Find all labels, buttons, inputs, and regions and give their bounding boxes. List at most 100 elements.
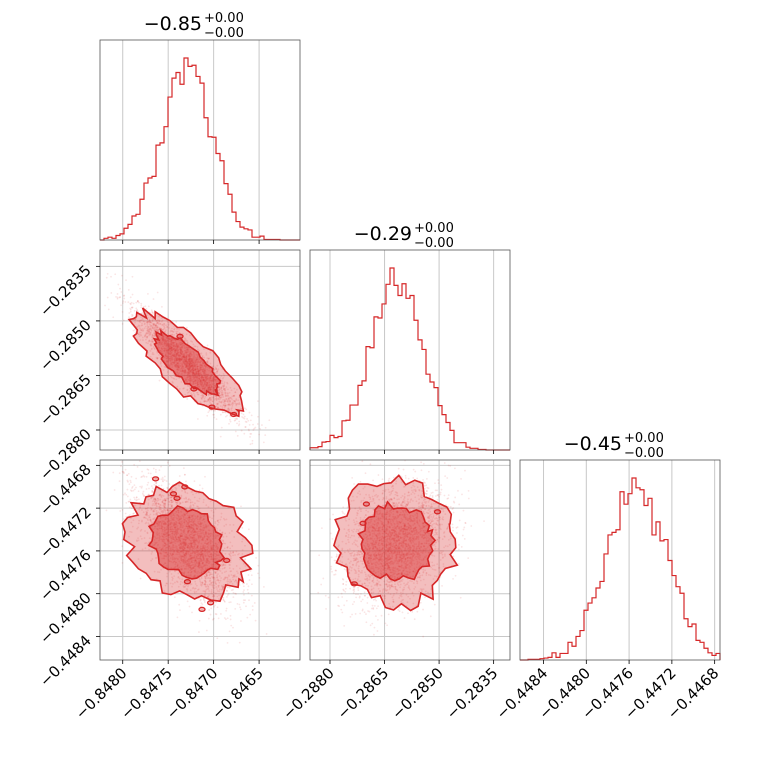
sample-point [190,379,193,381]
sample-point [191,364,194,367]
sample-point [166,572,169,575]
sample-point [190,544,193,547]
sample-point [212,396,214,399]
sample-point [149,513,152,516]
sample-point [170,499,173,502]
sample-point [158,512,161,514]
sample-point [229,400,231,403]
sample-point [190,360,193,363]
density-island [176,333,184,339]
sample-point [162,349,165,352]
sample-point [153,508,156,511]
sample-point [178,503,180,506]
sample-point [177,365,180,368]
sample-point [191,371,194,373]
sample-point [180,555,183,558]
sample-point [176,351,179,354]
sample-point [174,528,177,531]
sample-point [166,512,169,515]
sample-point [188,372,191,374]
sample-point [191,366,194,369]
sample-point [187,391,190,394]
sample-point [176,343,178,345]
sample-point [190,392,193,395]
sample-point [166,582,168,585]
sample-point [179,348,182,351]
sample-point [182,356,185,358]
sample-point [160,343,163,346]
sample-point [176,530,179,533]
sample-point [188,357,191,360]
sample-point [162,337,165,340]
sample-point [138,519,140,522]
sample-point [193,496,196,499]
sample-point [186,391,189,394]
sample-point [217,392,220,394]
sample-point [180,353,183,355]
sample-point [218,558,220,561]
sample-point [205,563,207,566]
sample-point [222,539,224,542]
sample-point [191,383,194,386]
sample-point [183,514,186,516]
sample-point [175,358,178,361]
sample-point [166,346,169,349]
sample-point [209,351,212,354]
sample-point [150,485,153,488]
sample-point [170,340,173,342]
sample-point [170,505,173,508]
sample-point [157,520,159,523]
sample-point [189,374,191,377]
sample-point [210,381,213,384]
sample-point [229,404,231,407]
sample-point [151,357,154,360]
sample-point [168,352,171,355]
sample-point [185,542,188,544]
sample-point [122,302,124,304]
sample-point [201,378,204,381]
sample-point [190,364,193,367]
sample-point [166,360,169,363]
sample-point [194,378,197,381]
sample-point [189,504,192,507]
sample-point [176,354,178,356]
sample-point [196,545,199,547]
sample-point [162,347,165,350]
sample-point [154,325,157,327]
sample-point [149,321,152,324]
sample-point [195,356,198,359]
sample-point [173,353,176,356]
sample-point [169,337,172,340]
sample-point [155,326,158,329]
sample-point [133,484,136,487]
sample-point [175,330,178,333]
sample-point [208,377,211,380]
sample-point [162,548,165,551]
sample-point [177,350,180,353]
sample-point [198,372,200,375]
sample-point [191,364,194,367]
sample-point [183,547,186,550]
sample-point [207,387,210,390]
sample-point [167,339,169,342]
sample-point [177,557,179,560]
sample-point [161,547,163,550]
sample-point [184,371,187,373]
sample-point [164,348,167,351]
sample-point [174,352,177,354]
sample-point [186,363,189,366]
sample-point [148,327,151,330]
sample-point [177,362,180,365]
sample-point [146,335,149,338]
sample-point [216,637,219,640]
sample-point [204,376,207,379]
sample-point [202,384,205,386]
sample-point [222,599,225,602]
sample-point [242,585,245,588]
sample-point [150,328,153,331]
sample-point [169,321,171,324]
sample-point [180,535,183,538]
sample-point [167,534,169,536]
sample-point [169,347,171,350]
sample-point [121,545,124,548]
